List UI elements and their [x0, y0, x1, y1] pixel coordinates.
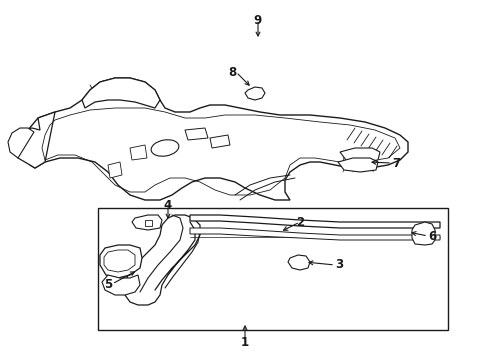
Polygon shape	[100, 245, 142, 278]
Polygon shape	[340, 148, 380, 162]
Text: 2: 2	[296, 216, 304, 229]
Polygon shape	[102, 275, 140, 295]
Polygon shape	[132, 215, 162, 230]
Polygon shape	[210, 135, 230, 148]
Text: 9: 9	[254, 14, 262, 27]
Polygon shape	[185, 128, 208, 140]
Text: 8: 8	[228, 66, 236, 78]
Polygon shape	[412, 222, 435, 245]
Polygon shape	[108, 162, 122, 178]
Polygon shape	[245, 87, 265, 100]
Polygon shape	[288, 255, 310, 270]
Polygon shape	[130, 145, 147, 160]
Polygon shape	[82, 78, 160, 108]
Polygon shape	[338, 158, 378, 172]
Ellipse shape	[151, 140, 179, 156]
Text: 1: 1	[241, 336, 249, 348]
Text: 5: 5	[104, 278, 112, 291]
Polygon shape	[190, 215, 440, 228]
Text: 6: 6	[428, 230, 436, 243]
Polygon shape	[8, 128, 34, 158]
Polygon shape	[25, 78, 408, 200]
Text: 3: 3	[335, 258, 343, 271]
Polygon shape	[12, 112, 55, 168]
Text: 4: 4	[164, 198, 172, 212]
Text: 7: 7	[392, 157, 400, 170]
Polygon shape	[190, 228, 440, 240]
